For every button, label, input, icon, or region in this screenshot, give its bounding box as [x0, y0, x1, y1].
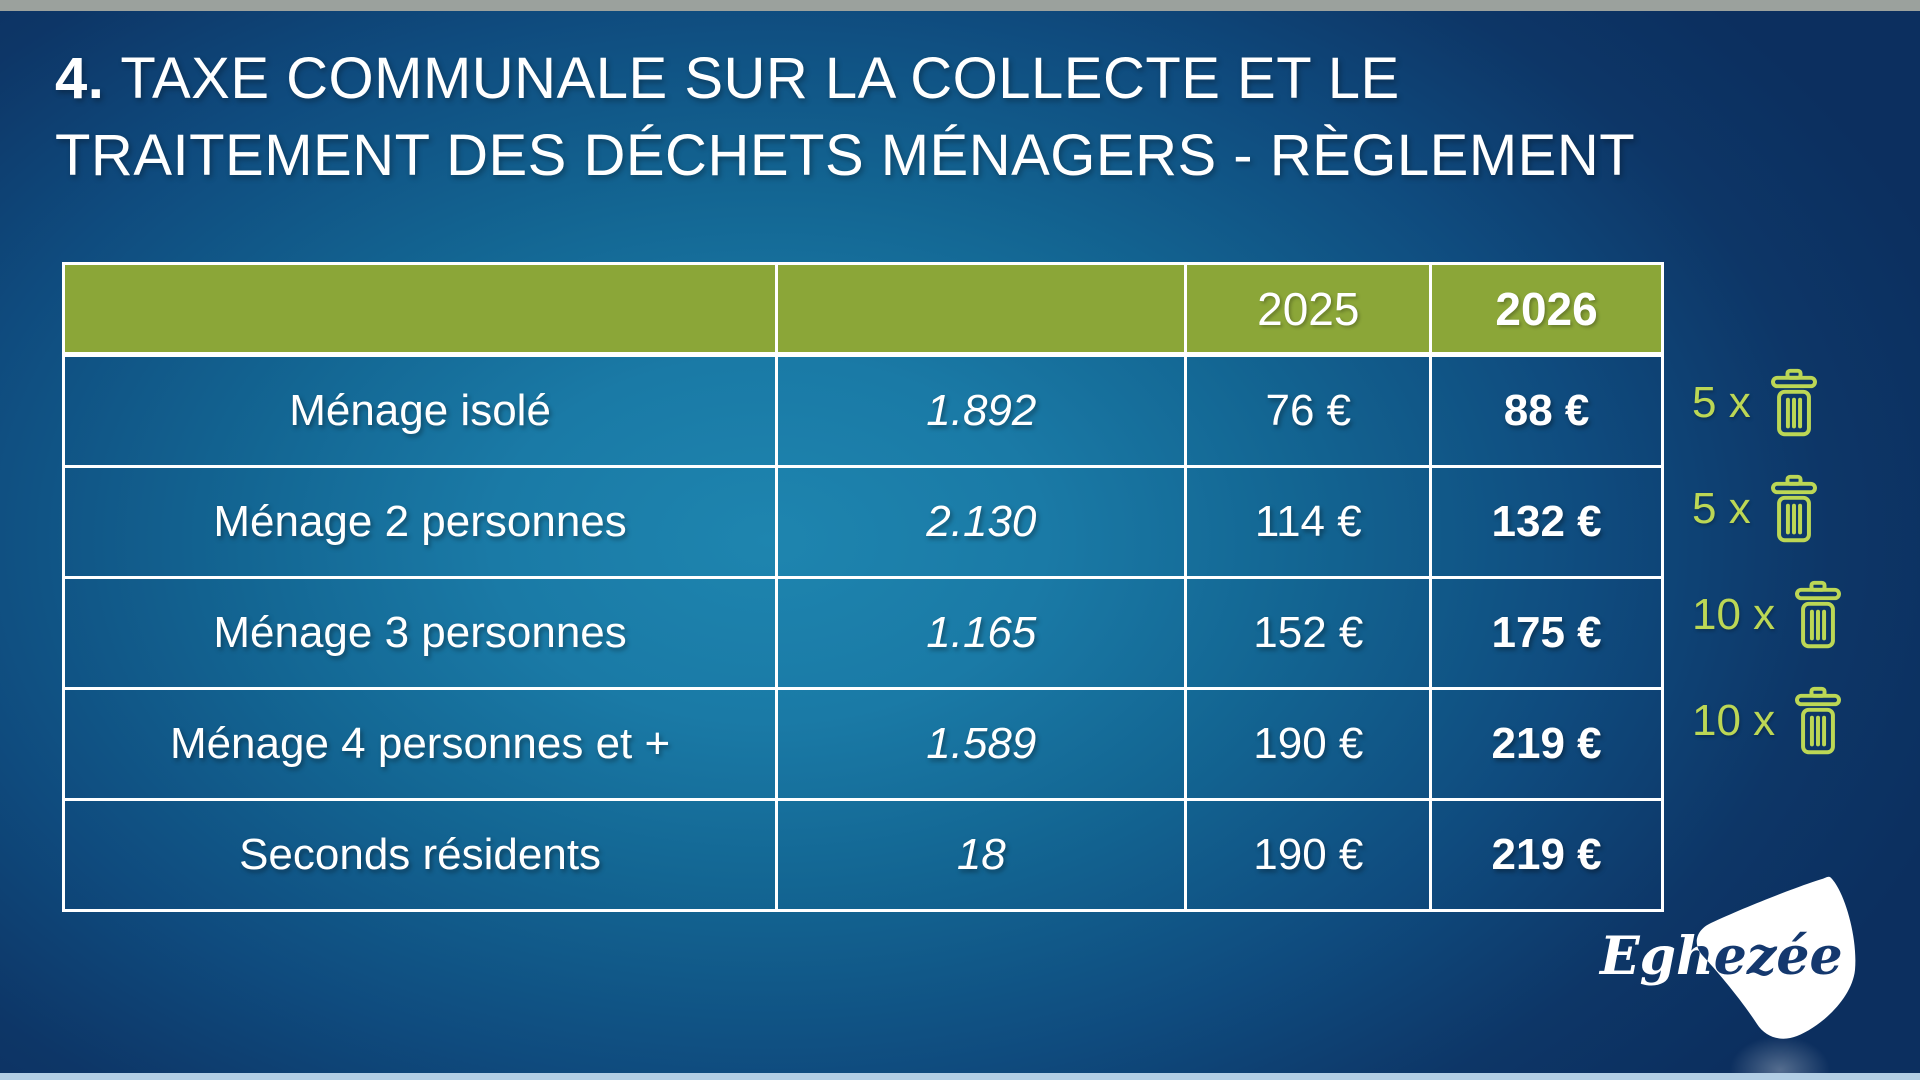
- bin-badge: 5 x: [1692, 456, 1912, 562]
- table-row: Ménage isolé 1.892 76 € 88 €: [61, 353, 1664, 468]
- row-label: Ménage 2 personnes: [61, 465, 779, 579]
- logo-glow: [1730, 1036, 1830, 1080]
- trash-icon: [1770, 474, 1817, 543]
- row-2026-amount: 175 €: [1429, 576, 1664, 690]
- row-2025-amount: 114 €: [1184, 465, 1433, 579]
- table-row: Ménage 2 personnes 2.130 114 € 132 €: [61, 465, 1664, 579]
- title-line-1: 4. TAXE COMMUNALE SUR LA COLLECTE ET LE: [55, 40, 1635, 117]
- trash-icon: [1770, 368, 1817, 437]
- top-accent-bar: [0, 0, 1920, 11]
- header-count: [775, 262, 1188, 357]
- bin-badge: 5 x: [1692, 350, 1912, 456]
- row-label: Seconds résidents: [61, 798, 779, 912]
- tax-table: 2025 2026 Ménage isolé 1.892 76 € 88 € M…: [61, 262, 1664, 912]
- header-2026: 2026: [1429, 262, 1664, 357]
- trash-icon: [1795, 580, 1842, 649]
- table-row: Seconds résidents 18 190 € 219 €: [61, 798, 1664, 912]
- table-row: Ménage 3 personnes 1.165 152 € 175 €: [61, 576, 1664, 690]
- row-count: 1.589: [775, 687, 1188, 801]
- row-2026-amount: 219 €: [1429, 687, 1664, 801]
- row-count: 1.892: [775, 353, 1188, 468]
- row-2025-amount: 76 €: [1184, 353, 1433, 468]
- row-label: Ménage 3 personnes: [61, 576, 779, 690]
- table-header-row: 2025 2026: [61, 262, 1664, 357]
- bin-badge: 10 x: [1692, 668, 1912, 774]
- row-count: 1.165: [775, 576, 1188, 690]
- row-count: 18: [775, 798, 1188, 912]
- row-2026-amount: 132 €: [1429, 465, 1664, 579]
- trash-icon: [1795, 686, 1842, 755]
- row-2026-amount: 219 €: [1429, 798, 1664, 912]
- bin-badge: 10 x: [1692, 562, 1912, 668]
- header-2025: 2025: [1184, 262, 1433, 357]
- bin-count-label: 10 x: [1692, 696, 1776, 745]
- table-row: Ménage 4 personnes et + 1.589 190 € 219 …: [61, 687, 1664, 801]
- title-number: 4.: [55, 46, 105, 111]
- row-2025-amount: 152 €: [1184, 576, 1433, 690]
- row-label: Ménage isolé: [61, 353, 779, 468]
- row-count: 2.130: [775, 465, 1188, 579]
- bottom-accent-bar: [0, 1073, 1920, 1080]
- row-2025-amount: 190 €: [1184, 687, 1433, 801]
- row-2026-amount: 88 €: [1429, 353, 1664, 468]
- bin-count-label: 10 x: [1692, 590, 1776, 639]
- title-line1-text: TAXE COMMUNALE SUR LA COLLECTE ET LE: [120, 46, 1400, 111]
- bin-count-label: 5 x: [1692, 484, 1751, 533]
- logo-blob-shape: [1696, 876, 1856, 1039]
- bin-badges-column: 5 x 5 x 10 x: [1692, 350, 1912, 880]
- header-category: [61, 262, 779, 357]
- row-2025-amount: 190 €: [1184, 798, 1433, 912]
- title-line-2: TRAITEMENT DES DÉCHETS MÉNAGERS - RÈGLEM…: [55, 123, 1636, 189]
- row-label: Ménage 4 personnes et +: [61, 687, 779, 801]
- eghezee-logo: Eghezée Eghezée: [1598, 876, 1856, 1080]
- bin-count-label: 5 x: [1692, 378, 1751, 427]
- page-title: 4. TAXE COMMUNALE SUR LA COLLECTE ET LE T…: [55, 40, 1635, 194]
